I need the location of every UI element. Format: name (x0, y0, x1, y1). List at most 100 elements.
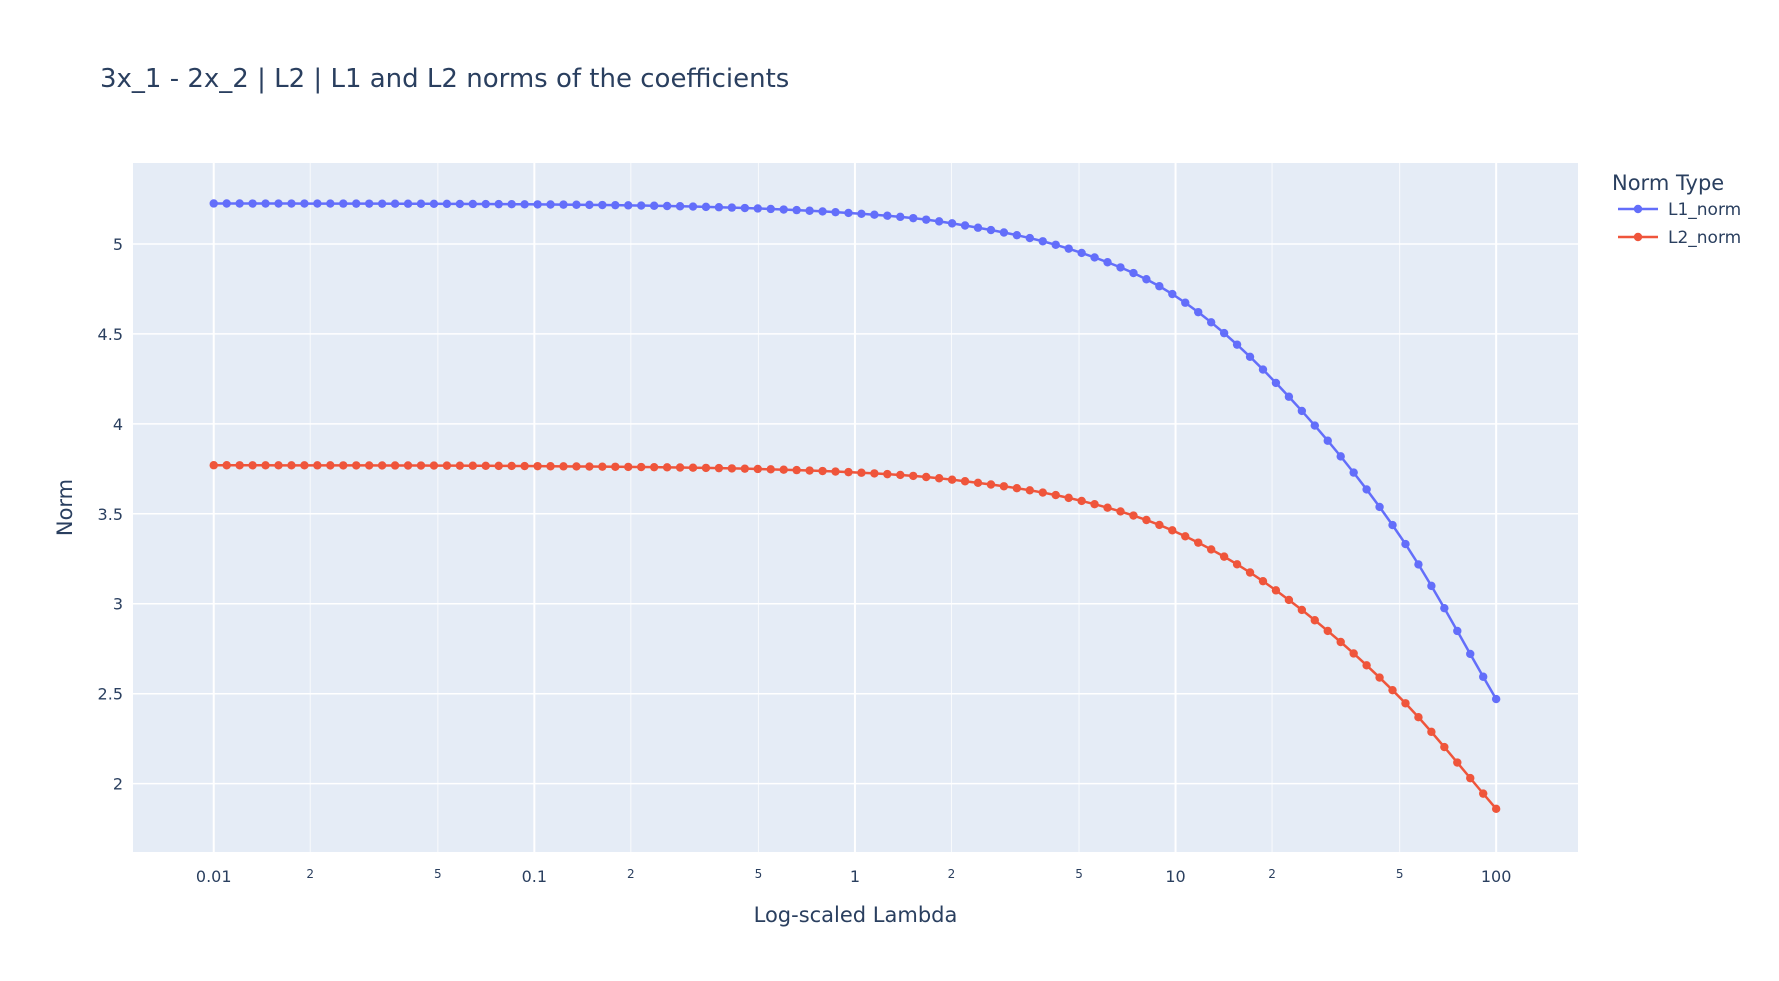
data-point (1375, 502, 1384, 512)
data-point (572, 462, 581, 471)
data-point (753, 464, 762, 474)
data-point (662, 463, 672, 472)
data-point (999, 482, 1009, 491)
data-point (1012, 230, 1022, 240)
data-point (468, 199, 478, 209)
data-point (416, 199, 426, 208)
data-point (1440, 603, 1449, 613)
data-point (1388, 520, 1397, 530)
data-point (714, 203, 724, 212)
data-point (222, 199, 231, 208)
data-point (740, 203, 750, 213)
data-point (416, 461, 426, 470)
legend[interactable]: Norm Type L1_norm L2_norm (1612, 171, 1741, 248)
data-point (1375, 673, 1384, 682)
data-point (921, 215, 931, 224)
y-tick-label: 4.5 (98, 325, 123, 344)
data-point (624, 462, 633, 472)
x-minor-tick-label: 5 (1075, 867, 1083, 881)
data-point (1025, 486, 1035, 495)
data-point (520, 200, 529, 209)
data-point (1284, 595, 1294, 605)
data-point (960, 221, 970, 230)
data-point (352, 199, 361, 208)
data-point (585, 200, 594, 210)
data-point (883, 469, 892, 479)
data-point (909, 471, 918, 481)
data-point (300, 199, 309, 208)
data-point (287, 199, 296, 208)
data-point (727, 464, 737, 473)
data-point (766, 465, 775, 474)
data-point (740, 464, 750, 473)
data-point (1168, 526, 1177, 535)
x-tick-label: 10 (1165, 867, 1185, 886)
data-point (494, 461, 503, 471)
data-point (973, 223, 983, 232)
data-point (507, 461, 516, 471)
data-point (403, 461, 413, 470)
data-point (831, 207, 840, 217)
data-point (1323, 436, 1332, 445)
data-point (1077, 496, 1086, 506)
data-point (1142, 515, 1151, 525)
data-point (844, 208, 853, 218)
data-point (1479, 672, 1488, 681)
series-line (213, 202, 1498, 700)
data-point (403, 199, 413, 208)
data-point (533, 461, 542, 471)
data-point (1129, 511, 1138, 520)
data-point (1440, 742, 1449, 752)
data-point (520, 461, 529, 471)
data-point (818, 466, 827, 476)
legend-item-L1_norm[interactable]: L1_norm (1618, 200, 1741, 220)
data-point (896, 212, 905, 222)
data-point (1271, 586, 1281, 595)
y-tick-label: 4 (113, 415, 123, 434)
data-point (1427, 727, 1436, 737)
data-point (1297, 605, 1307, 615)
data-point (507, 200, 516, 209)
data-point (1491, 694, 1501, 704)
data-point (1194, 538, 1203, 547)
data-point (326, 199, 335, 208)
data-point (1232, 340, 1242, 349)
legend-items[interactable]: L1_norm L2_norm (1618, 200, 1741, 248)
series-line (213, 463, 1498, 810)
data-point (339, 199, 348, 208)
data-point (1219, 552, 1229, 561)
data-point (662, 201, 672, 211)
data-point (1479, 789, 1488, 798)
data-point (934, 217, 944, 226)
data-point (300, 461, 309, 470)
series-L1_norm (209, 199, 1501, 704)
data-point (546, 462, 555, 471)
data-point (274, 199, 283, 208)
data-point (1258, 365, 1268, 374)
data-point (1103, 258, 1112, 267)
data-point (947, 475, 957, 484)
data-point (1310, 616, 1320, 625)
data-point (494, 199, 503, 209)
data-point (947, 219, 957, 228)
y-tick-label: 2.5 (98, 685, 123, 704)
y-tick-label: 3 (113, 595, 123, 614)
data-point (1453, 758, 1462, 767)
data-point (857, 209, 866, 218)
tick-labels: 2 5 2 5 2 5 2 5 0.01 0.1 1 10 100 2 2.5 3 3.5 4 4.5 5 (98, 235, 1512, 886)
x-tick-label: 100 (1481, 867, 1512, 886)
data-point (637, 462, 646, 472)
data-point (1414, 713, 1423, 722)
data-point (844, 467, 853, 477)
series-L2_norm (209, 461, 1501, 814)
x-axis-title: Log-scaled Lambda (754, 903, 958, 927)
data-point (1038, 237, 1047, 246)
legend-item-L2_norm[interactable]: L2_norm (1618, 228, 1741, 248)
y-tick-label: 5 (113, 235, 123, 254)
data-point (986, 225, 996, 235)
data-point (352, 461, 361, 470)
data-point (675, 202, 685, 211)
x-minor-tick-label: 2 (1268, 867, 1276, 881)
data-point (1064, 244, 1073, 253)
data-point (1284, 392, 1294, 401)
